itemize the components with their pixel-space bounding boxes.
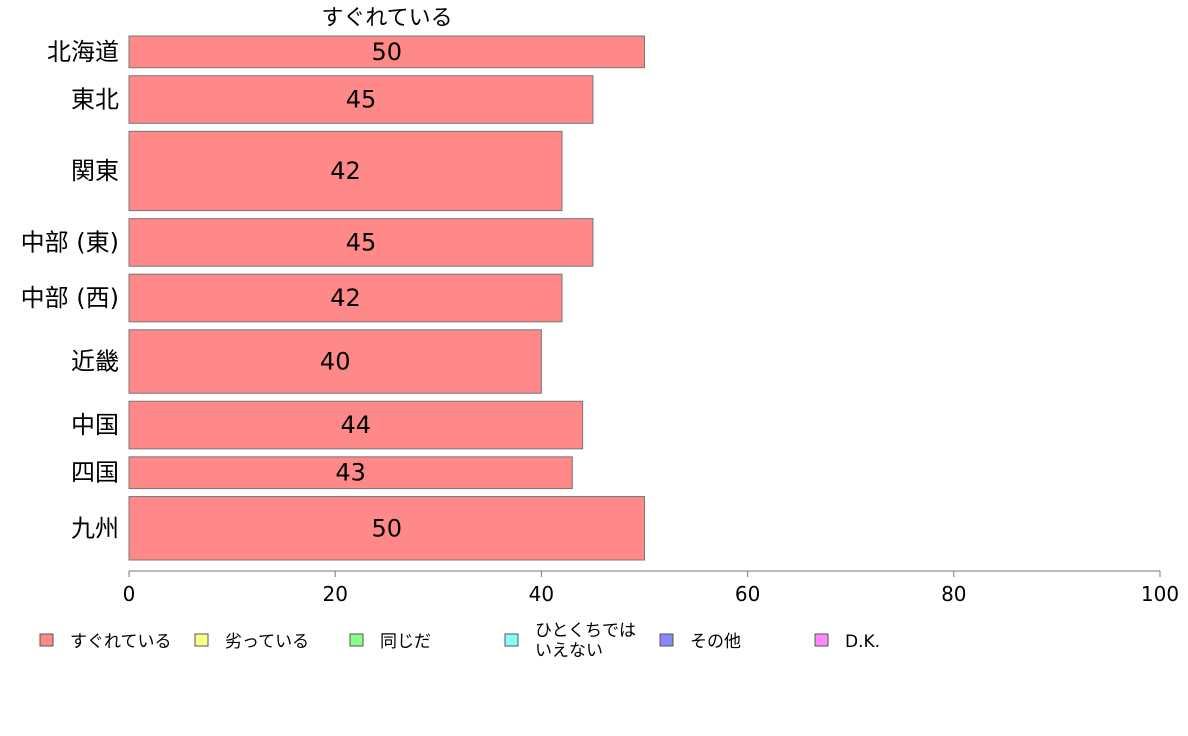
bar <box>128 273 563 323</box>
legend-label: 劣っている <box>225 632 309 652</box>
data-label: 50 <box>371 38 402 66</box>
legend-label: ひとくちではいえない <box>535 621 636 661</box>
data-label: 43 <box>335 459 366 487</box>
x-tick-label: 40 <box>529 582 554 606</box>
legend-swatch <box>349 633 364 647</box>
legend-swatch <box>194 633 209 647</box>
bar <box>128 75 594 124</box>
category-label: 関東 <box>71 157 119 185</box>
legend-label: その他 <box>690 632 741 652</box>
x-axis: 0 20 40 60 80 100 <box>123 570 1179 606</box>
legend-label: 同じだ <box>380 632 431 652</box>
legend-swatch <box>659 633 674 647</box>
x-tick-label: 20 <box>322 582 347 606</box>
data-label: 45 <box>346 86 377 114</box>
bar <box>128 35 645 69</box>
data-label: 42 <box>330 157 361 185</box>
bar <box>128 456 573 490</box>
legend-swatch <box>39 633 54 647</box>
chart-title: すぐれている <box>321 6 452 31</box>
x-tick-label: 100 <box>1141 582 1179 606</box>
bar <box>128 496 645 561</box>
category-label: 中部 (西) <box>21 284 119 312</box>
x-tick-label: 0 <box>123 582 136 606</box>
data-label: 42 <box>330 284 361 312</box>
data-label: 40 <box>320 348 351 376</box>
legend-swatch <box>504 633 519 647</box>
x-tick-label: 60 <box>735 582 760 606</box>
bar <box>128 130 563 212</box>
data-label: 50 <box>371 514 402 542</box>
legend-label: すぐれている <box>70 632 172 652</box>
category-label: 四国 <box>71 459 119 487</box>
legend: すぐれている 劣っている 同じだ ひとくちではいえない その他 D.K. <box>39 621 880 661</box>
bar <box>128 329 542 394</box>
data-label: 45 <box>346 228 377 256</box>
category-label: 中国 <box>71 411 119 439</box>
legend-swatch <box>814 633 829 647</box>
category-label: 近畿 <box>71 348 119 376</box>
category-label: 中部 (東) <box>21 228 119 256</box>
data-label: 44 <box>341 411 372 439</box>
category-label: 北海道 <box>47 38 119 66</box>
bar <box>128 218 594 267</box>
category-label: 九州 <box>71 514 119 542</box>
x-tick-label: 80 <box>941 582 966 606</box>
category-label: 東北 <box>71 86 119 114</box>
bar <box>128 400 584 450</box>
bars-group: 北海道 50 東北 45 関東 42 中部 (東) 45 中部 (西) 42 近畿 40 中国 44 四国 4… <box>21 35 645 561</box>
legend-label: D.K. <box>845 632 880 652</box>
